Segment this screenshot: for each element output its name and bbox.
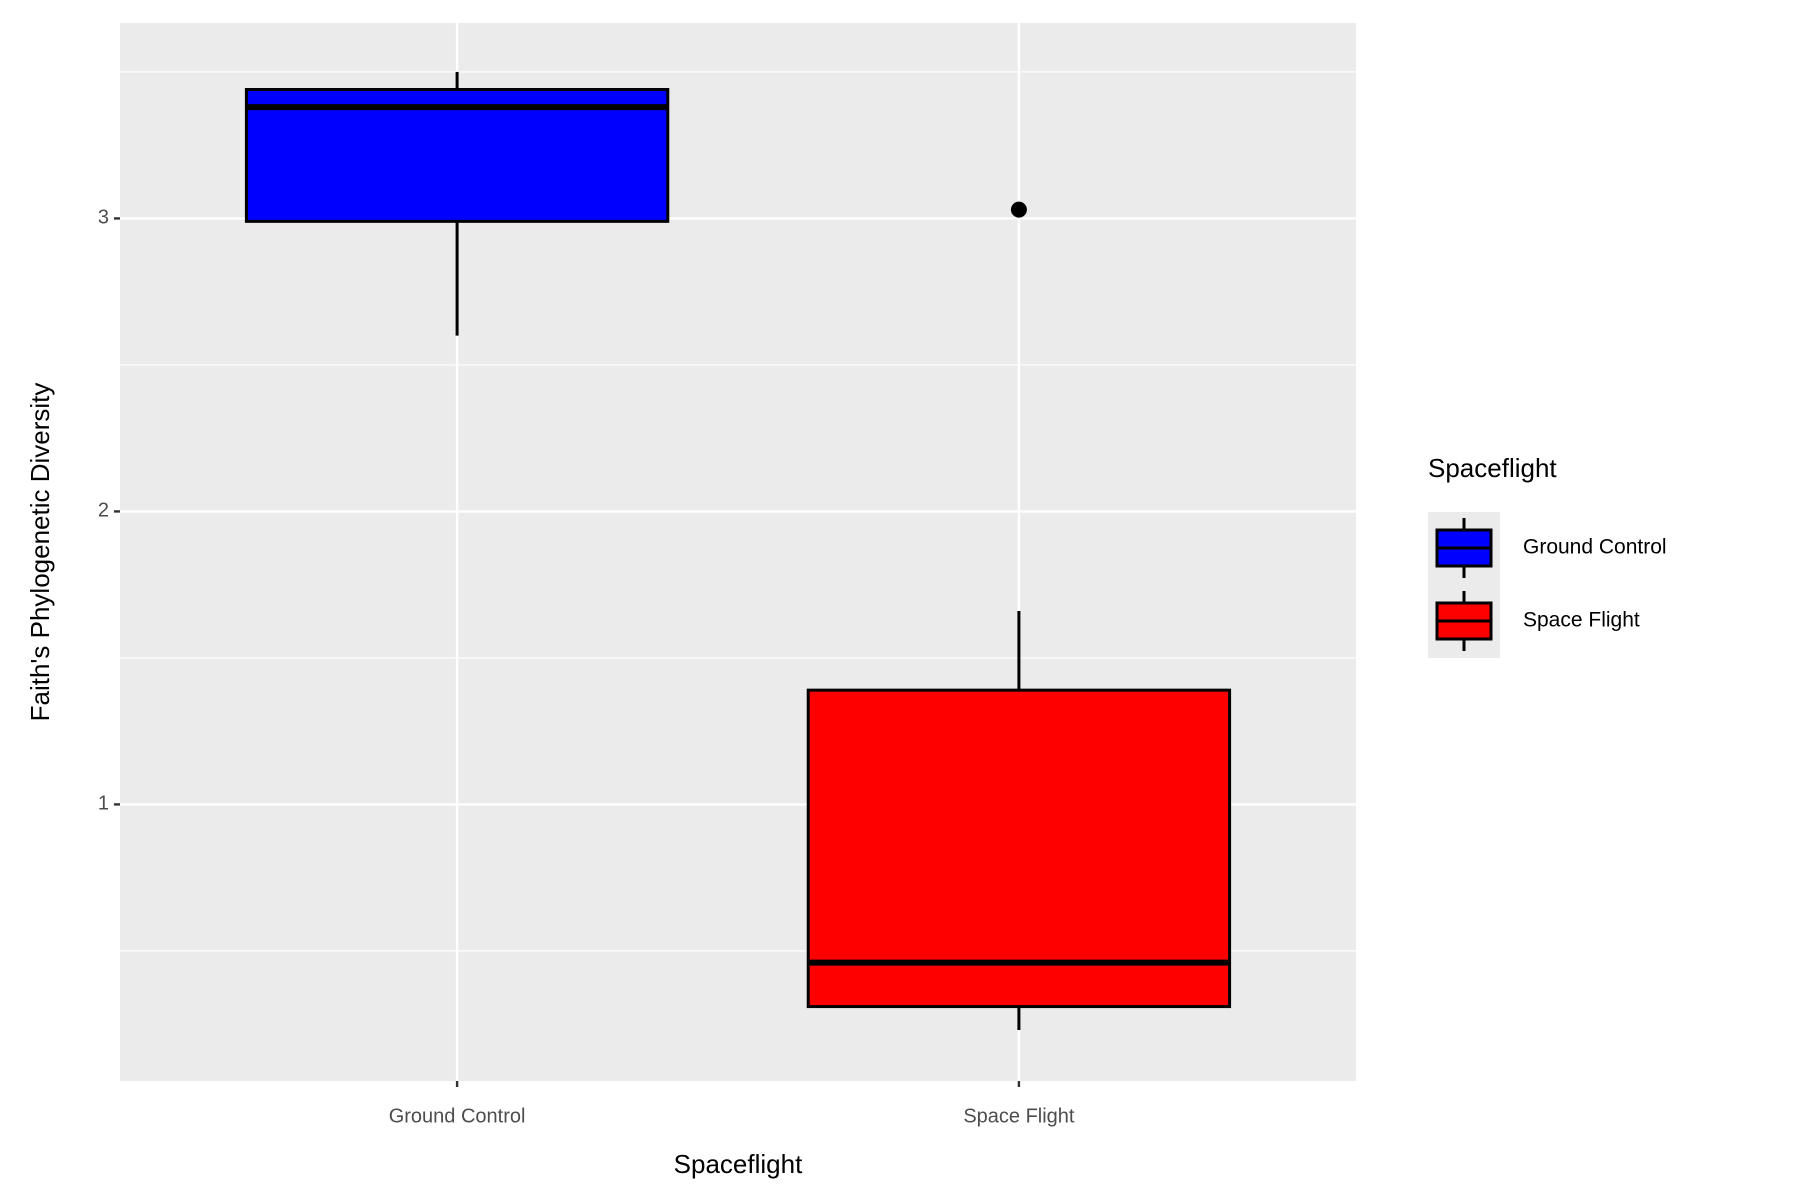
legend-title: Spaceflight xyxy=(1428,453,1557,483)
x-tick-label: Ground Control xyxy=(389,1105,526,1127)
outlier xyxy=(1010,201,1027,218)
legend-label: Ground Control xyxy=(1523,536,1667,559)
y-tick-label: 1 xyxy=(98,793,109,815)
box xyxy=(806,688,1232,1009)
box xyxy=(244,88,670,223)
x-tick-label: Space Flight xyxy=(963,1105,1075,1127)
y-axis-title: Faith's Phylogenetic Diversity xyxy=(25,383,55,722)
legend-label: Space Flight xyxy=(1523,609,1640,632)
x-axis-title: Spaceflight xyxy=(674,1149,803,1179)
y-tick-label: 2 xyxy=(98,500,109,522)
y-tick-label: 3 xyxy=(98,207,109,229)
